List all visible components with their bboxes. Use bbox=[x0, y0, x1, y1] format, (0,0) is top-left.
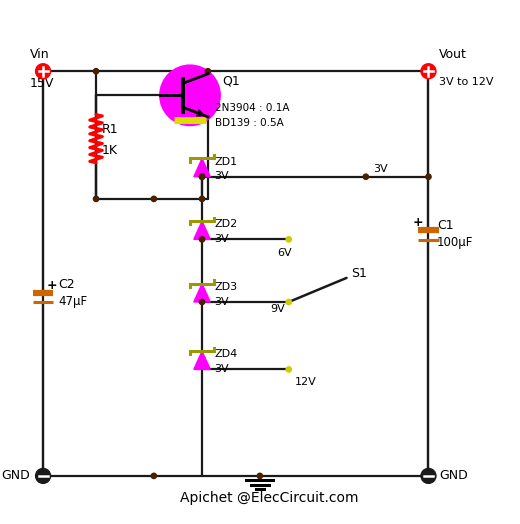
Text: Vout: Vout bbox=[439, 48, 467, 61]
Polygon shape bbox=[194, 283, 210, 302]
Text: Q1: Q1 bbox=[222, 74, 240, 88]
Text: 3V: 3V bbox=[215, 364, 229, 374]
Text: +: + bbox=[46, 279, 57, 292]
Text: +: + bbox=[412, 216, 423, 230]
Text: 9V: 9V bbox=[270, 304, 285, 314]
Circle shape bbox=[205, 69, 211, 74]
Circle shape bbox=[257, 473, 263, 478]
Circle shape bbox=[35, 468, 50, 483]
Circle shape bbox=[94, 196, 99, 202]
Text: 2N3904 : 0.1A: 2N3904 : 0.1A bbox=[215, 103, 290, 113]
Text: Vin: Vin bbox=[30, 48, 49, 61]
Circle shape bbox=[363, 174, 369, 179]
Text: 47μF: 47μF bbox=[58, 295, 87, 308]
Text: GND: GND bbox=[1, 470, 30, 483]
Text: 3V: 3V bbox=[215, 234, 229, 244]
Circle shape bbox=[151, 196, 157, 202]
Text: 12V: 12V bbox=[294, 377, 316, 387]
Text: 3V: 3V bbox=[215, 171, 229, 181]
Text: 6V: 6V bbox=[278, 248, 292, 258]
Text: C1: C1 bbox=[437, 219, 454, 232]
Text: C2: C2 bbox=[58, 278, 75, 291]
Polygon shape bbox=[194, 351, 210, 369]
Text: 3V: 3V bbox=[373, 165, 388, 174]
Text: Apichet @ElecCircuit.com: Apichet @ElecCircuit.com bbox=[180, 490, 359, 505]
Circle shape bbox=[151, 473, 157, 478]
Circle shape bbox=[199, 174, 205, 179]
Circle shape bbox=[286, 237, 291, 242]
Polygon shape bbox=[194, 221, 210, 239]
Circle shape bbox=[160, 66, 220, 125]
Text: ZD1: ZD1 bbox=[215, 157, 238, 167]
Text: 15V: 15V bbox=[30, 77, 54, 90]
Text: BD139 : 0.5A: BD139 : 0.5A bbox=[215, 118, 284, 128]
Text: 3V: 3V bbox=[215, 297, 229, 307]
Circle shape bbox=[199, 299, 205, 304]
Text: S1: S1 bbox=[352, 267, 367, 280]
Text: ZD2: ZD2 bbox=[215, 220, 238, 230]
Text: ZD4: ZD4 bbox=[215, 350, 238, 359]
Text: 1K: 1K bbox=[102, 144, 118, 157]
Text: 100μF: 100μF bbox=[437, 236, 474, 249]
Circle shape bbox=[35, 64, 50, 79]
Text: R1: R1 bbox=[102, 123, 119, 136]
Circle shape bbox=[421, 64, 436, 79]
Circle shape bbox=[426, 174, 431, 179]
Text: ZD3: ZD3 bbox=[215, 282, 238, 292]
Circle shape bbox=[286, 367, 291, 372]
Circle shape bbox=[199, 174, 205, 179]
Circle shape bbox=[421, 468, 436, 483]
Circle shape bbox=[199, 237, 205, 242]
Circle shape bbox=[94, 69, 99, 74]
Circle shape bbox=[286, 299, 291, 304]
Text: GND: GND bbox=[439, 470, 468, 483]
Circle shape bbox=[199, 196, 205, 202]
Polygon shape bbox=[194, 158, 210, 177]
Text: 3V to 12V: 3V to 12V bbox=[439, 77, 493, 87]
